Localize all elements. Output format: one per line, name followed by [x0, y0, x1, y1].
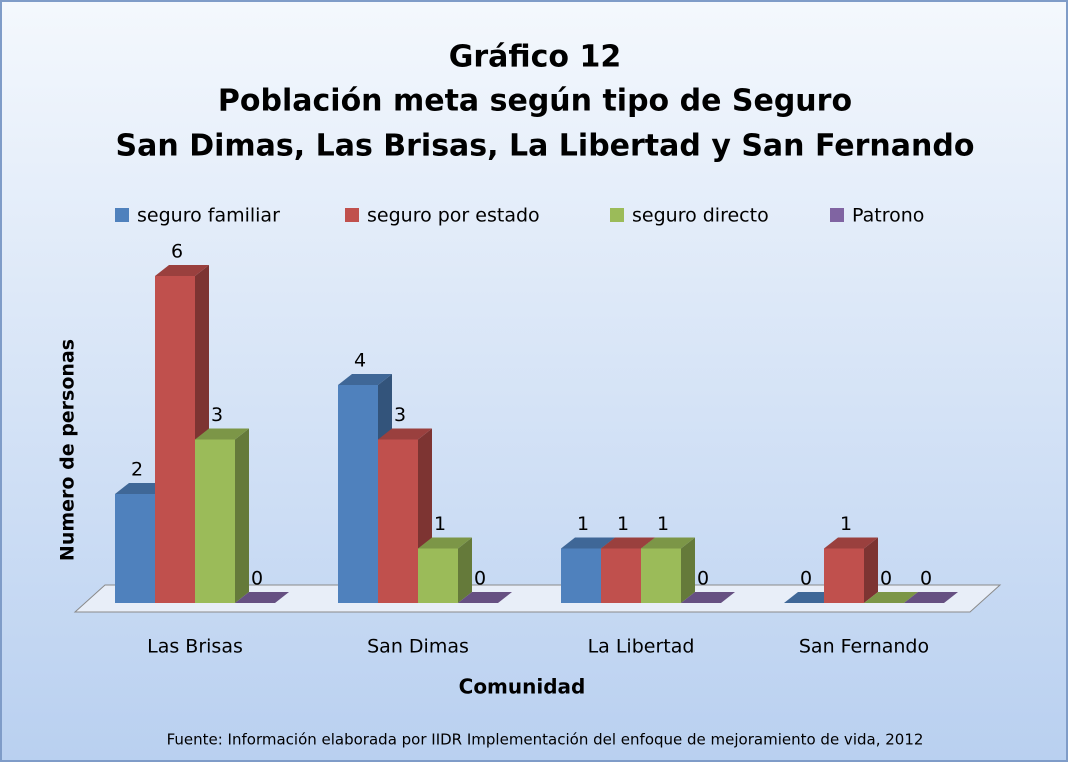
data-label: 1 [840, 513, 852, 535]
bar-side [864, 537, 878, 603]
bar [115, 494, 155, 603]
bar [601, 548, 641, 603]
legend-label: Patrono [852, 205, 924, 227]
bar [561, 548, 601, 603]
legend-swatch [830, 208, 844, 222]
data-label: 1 [617, 513, 629, 535]
data-label: 1 [577, 513, 589, 535]
data-label: 4 [354, 350, 366, 372]
bar-side [681, 537, 695, 603]
bar-side [235, 428, 249, 603]
data-label: 0 [880, 568, 892, 590]
bar-top [641, 537, 695, 549]
x-axis-title: Comunidad [459, 675, 586, 699]
legend-swatch [610, 208, 624, 222]
bar [824, 548, 864, 603]
y-axis-title: Numero de personas [57, 339, 79, 561]
bar [904, 592, 958, 603]
data-label: 6 [171, 241, 183, 263]
legend-swatch [115, 208, 129, 222]
chart-title: Población meta según tipo de Seguro [218, 84, 852, 119]
x-tick-label: San Dimas [367, 636, 469, 658]
bar-top [824, 537, 878, 549]
legend-label: seguro por estado [367, 205, 540, 227]
floor [73, 584, 1002, 613]
chart-title: San Dimas, Las Brisas, La Libertad y San… [116, 129, 975, 164]
bar-top [378, 428, 432, 440]
bar [418, 548, 458, 603]
legend-swatch [345, 208, 359, 222]
x-tick-label: San Fernando [799, 636, 929, 658]
source-note: Fuente: Información elaborada por IIDR I… [167, 731, 924, 749]
data-label: 0 [800, 568, 812, 590]
legend-label: seguro familiar [137, 205, 280, 227]
bar [681, 592, 735, 603]
bar-top [561, 537, 615, 549]
data-label: 1 [657, 513, 669, 535]
legend-label: seguro directo [632, 205, 769, 227]
data-label: 1 [434, 513, 446, 535]
x-tick-label: Las Brisas [147, 636, 243, 658]
data-label: 0 [920, 568, 932, 590]
data-label: 3 [211, 404, 223, 426]
bar-side [458, 537, 472, 603]
bar-top [155, 265, 209, 276]
data-label: 2 [131, 459, 143, 481]
x-tick-label: La Libertad [588, 636, 695, 658]
bar [641, 548, 681, 603]
data-label: 3 [394, 404, 406, 426]
bar [378, 439, 418, 603]
bar-top [195, 428, 249, 440]
bar [458, 592, 512, 603]
data-label: 0 [697, 568, 709, 590]
data-label: 0 [474, 568, 486, 590]
bar [235, 592, 289, 603]
bar [155, 276, 195, 603]
bar [864, 592, 918, 603]
bar-top [418, 537, 472, 549]
chart-title: Gráfico 12 [449, 40, 622, 75]
bar-top [338, 374, 392, 385]
data-label: 0 [251, 568, 263, 590]
bar [195, 439, 235, 603]
bar [338, 385, 378, 603]
bar-top [601, 537, 655, 549]
